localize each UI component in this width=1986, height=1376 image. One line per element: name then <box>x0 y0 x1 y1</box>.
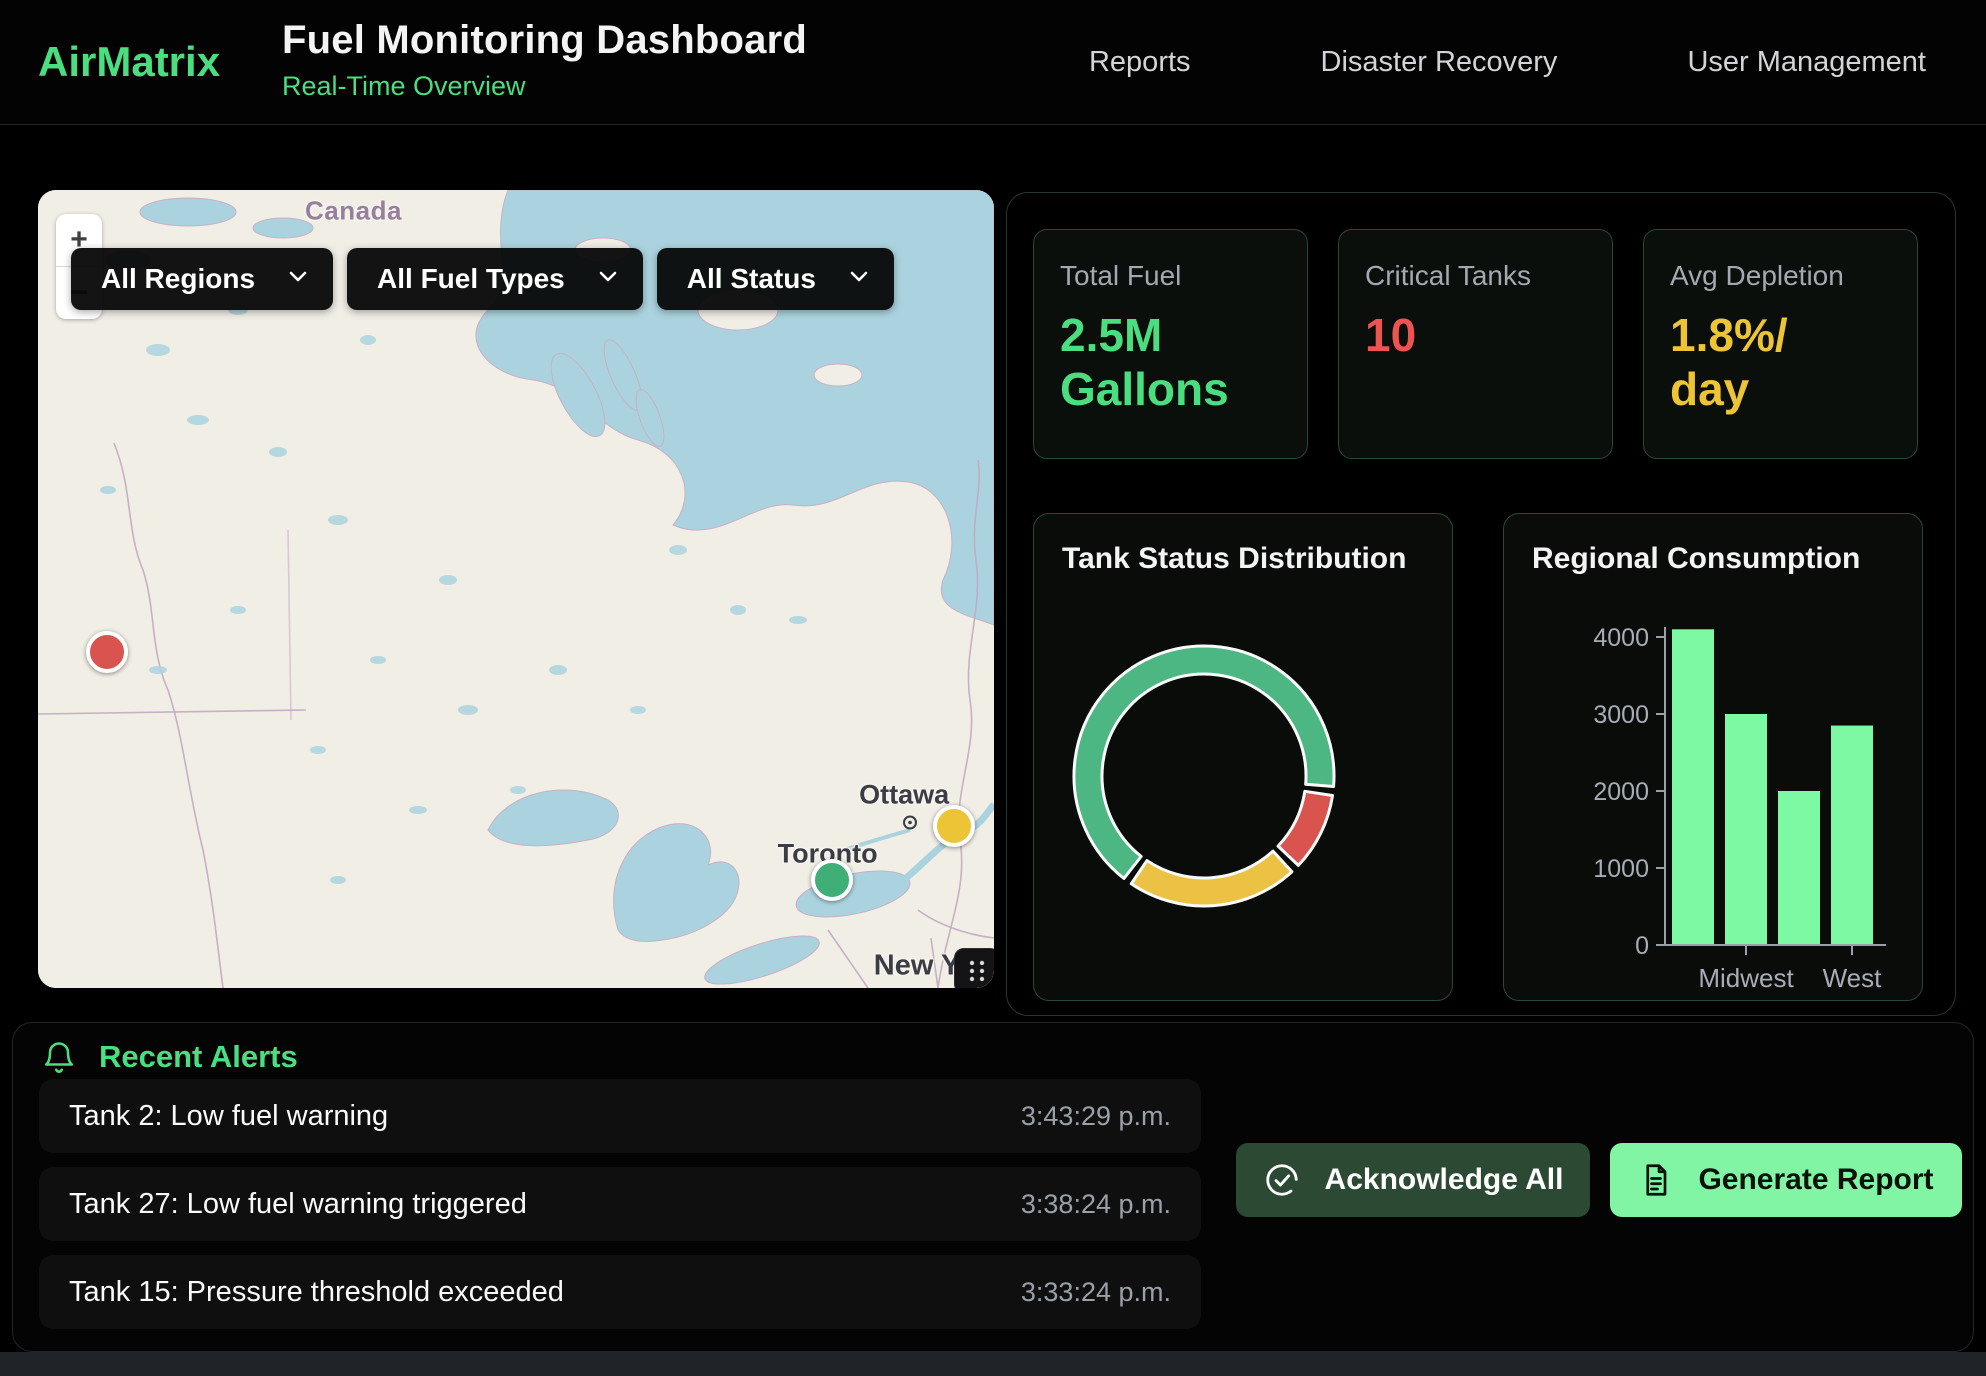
stat-label: Critical Tanks <box>1365 260 1586 292</box>
filter-dropdown-all-status[interactable]: All Status <box>657 248 894 310</box>
alerts-list: Tank 2: Low fuel warning3:43:29 p.m.Tank… <box>39 1079 1201 1343</box>
grip-dots-icon <box>964 958 990 984</box>
stat-value: 1.8%/ day <box>1670 308 1870 417</box>
filter-dropdown-label: All Regions <box>101 263 255 295</box>
regional-consumption-bar-chart: 0 1000 2000 3000 4000 Midwest West <box>1504 514 1924 1002</box>
bell-icon <box>41 1039 77 1075</box>
alert-row: Tank 2: Low fuel warning 3:43:29 p.m. <box>39 1079 1201 1153</box>
recent-alerts-panel: Recent Alerts Tank 2: Low fuel warning 3:… <box>12 1022 1974 1352</box>
alert-text: Tank 2: Low fuel warning <box>69 1100 388 1133</box>
page-title: Fuel Monitoring Dashboard <box>282 18 807 63</box>
alert-text: Tank 15: Pressure threshold exceeded <box>69 1276 564 1309</box>
svg-text:1000: 1000 <box>1593 855 1649 883</box>
stat-value: 10 <box>1365 308 1565 362</box>
svg-text:Midwest: Midwest <box>1698 963 1794 993</box>
bar-0 <box>1672 629 1714 945</box>
map-canvas[interactable]: CanadaOttawaTorontoNew York + − All Regi… <box>38 190 994 988</box>
stat-label: Total Fuel <box>1060 260 1281 292</box>
alerts-header: Recent Alerts <box>41 1039 298 1075</box>
map-label-canada: Canada <box>305 195 402 226</box>
tank-marker-warning[interactable] <box>933 805 975 847</box>
alert-row: Tank 27: Low fuel warning triggered 3:38:… <box>39 1167 1201 1241</box>
alert-timestamp: 3:38:24 p.m. <box>1021 1189 1171 1220</box>
filter-dropdown-all-regions[interactable]: All Regions <box>71 248 333 310</box>
brand-logo: AirMatrix <box>38 38 220 86</box>
check-circle-icon <box>1263 1161 1301 1199</box>
acknowledge-all-label: Acknowledge All <box>1325 1163 1564 1197</box>
generate-report-label: Generate Report <box>1698 1163 1933 1197</box>
document-icon <box>1638 1162 1674 1198</box>
generate-report-button[interactable]: Generate Report <box>1610 1143 1962 1217</box>
donut-slice-red <box>1278 791 1332 865</box>
svg-text:0: 0 <box>1635 932 1649 960</box>
bar-1 <box>1725 714 1767 945</box>
tank-status-card: Tank Status Distribution <box>1033 513 1453 1001</box>
alert-row: Tank 15: Pressure threshold exceeded 3:33… <box>39 1255 1201 1329</box>
map-label-ottawa: Ottawa <box>859 779 949 810</box>
capital-city-dot <box>902 815 918 836</box>
svg-text:West: West <box>1823 963 1883 993</box>
tank-status-donut-chart <box>1034 514 1454 1002</box>
chevron-down-icon <box>599 270 617 288</box>
dashboard-screen: AirMatrix Fuel Monitoring Dashboard Real… <box>0 0 1986 1376</box>
stat-value: 2.5M Gallons <box>1060 308 1260 417</box>
chevron-down-icon <box>289 270 307 288</box>
regional-consumption-card: Regional Consumption 01000200030004000Mi… <box>1503 513 1923 1001</box>
stat-label: Avg Depletion <box>1670 260 1891 292</box>
bar-2 <box>1778 791 1820 945</box>
main-nav: Reports Disaster Recovery User Management <box>1089 0 1926 124</box>
filter-dropdown-label: All Status <box>687 263 816 295</box>
nav-item-disaster-recovery[interactable]: Disaster Recovery <box>1321 46 1558 79</box>
alerts-title: Recent Alerts <box>99 1039 298 1075</box>
tank-marker-critical[interactable] <box>86 631 128 673</box>
alert-timestamp: 3:43:29 p.m. <box>1021 1101 1171 1132</box>
svg-text:3000: 3000 <box>1593 701 1649 729</box>
svg-text:2000: 2000 <box>1593 778 1649 806</box>
stat-card-total-fuel: Total Fuel 2.5M Gallons <box>1033 229 1308 459</box>
overview-panel: Total Fuel 2.5M Gallons Critical Tanks 10 Av… <box>1006 192 1956 1016</box>
acknowledge-all-button[interactable]: Acknowledge All <box>1236 1143 1590 1217</box>
top-bar: AirMatrix Fuel Monitoring Dashboard Real… <box>0 0 1986 125</box>
page-subtitle: Real-Time Overview <box>282 71 807 102</box>
nav-item-user-management[interactable]: User Management <box>1687 46 1926 79</box>
filter-dropdown-all-fuel-types[interactable]: All Fuel Types <box>347 248 643 310</box>
chevron-down-icon <box>850 270 868 288</box>
bottom-strip <box>0 1352 1986 1376</box>
resize-handle[interactable] <box>954 948 994 988</box>
svg-text:4000: 4000 <box>1593 624 1649 652</box>
stat-card-critical-tanks: Critical Tanks 10 <box>1338 229 1613 459</box>
tank-marker-normal[interactable] <box>811 859 853 901</box>
title-block: Fuel Monitoring Dashboard Real-Time Over… <box>282 18 807 102</box>
alert-text: Tank 27: Low fuel warning triggered <box>69 1188 527 1221</box>
map-filter-bar: All Regions All Fuel Types All Status <box>71 248 894 310</box>
donut-slice-yellow <box>1131 851 1292 906</box>
stat-cards: Total Fuel 2.5M Gallons Critical Tanks 10 Av… <box>1033 229 1918 459</box>
bar-3 <box>1831 726 1873 945</box>
stat-card-avg-depletion: Avg Depletion 1.8%/ day <box>1643 229 1918 459</box>
nav-item-reports[interactable]: Reports <box>1089 46 1191 79</box>
alert-timestamp: 3:33:24 p.m. <box>1021 1277 1171 1308</box>
filter-dropdown-label: All Fuel Types <box>377 263 565 295</box>
